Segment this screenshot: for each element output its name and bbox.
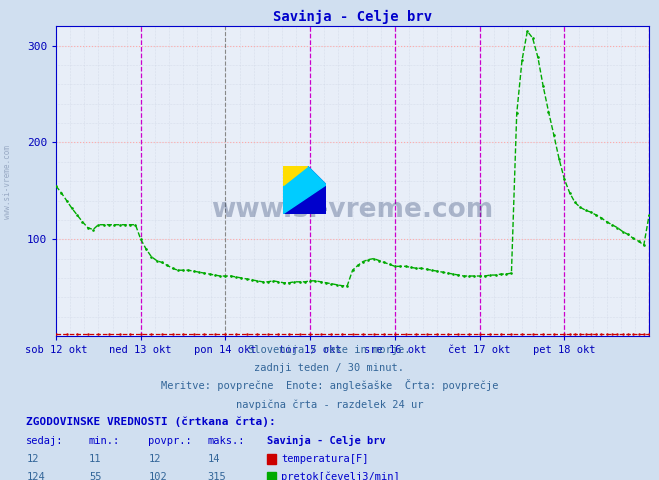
Text: Meritve: povprečne  Enote: anglešaške  Črta: povprečje: Meritve: povprečne Enote: anglešaške Črt…	[161, 379, 498, 391]
Text: 14: 14	[208, 454, 220, 464]
Text: www.si-vreme.com: www.si-vreme.com	[3, 145, 13, 219]
Text: sedaj:: sedaj:	[26, 436, 64, 446]
Text: 11: 11	[89, 454, 101, 464]
Text: www.si-vreme.com: www.si-vreme.com	[212, 197, 494, 223]
Polygon shape	[283, 166, 307, 185]
Text: pretok[čevelj3/min]: pretok[čevelj3/min]	[281, 472, 400, 480]
Text: 55: 55	[89, 472, 101, 480]
Text: 124: 124	[26, 472, 45, 480]
Text: maks.:: maks.:	[208, 436, 245, 446]
Polygon shape	[283, 166, 326, 214]
Text: Savinja - Celje brv: Savinja - Celje brv	[267, 435, 386, 446]
Polygon shape	[283, 166, 326, 214]
Text: 12: 12	[26, 454, 39, 464]
Text: zadnji teden / 30 minut.: zadnji teden / 30 minut.	[254, 363, 405, 373]
Text: temperatura[F]: temperatura[F]	[281, 454, 369, 464]
Text: povpr.:: povpr.:	[148, 436, 192, 446]
Text: min.:: min.:	[89, 436, 120, 446]
Text: Slovenija / reke in morje.: Slovenija / reke in morje.	[248, 345, 411, 355]
Text: 315: 315	[208, 472, 226, 480]
Text: 102: 102	[148, 472, 167, 480]
Text: ZGODOVINSKE VREDNOSTI (črtkana črta):: ZGODOVINSKE VREDNOSTI (črtkana črta):	[26, 416, 276, 427]
Title: Savinja - Celje brv: Savinja - Celje brv	[273, 10, 432, 24]
Text: navpična črta - razdelek 24 ur: navpična črta - razdelek 24 ur	[236, 399, 423, 409]
Text: 12: 12	[148, 454, 161, 464]
